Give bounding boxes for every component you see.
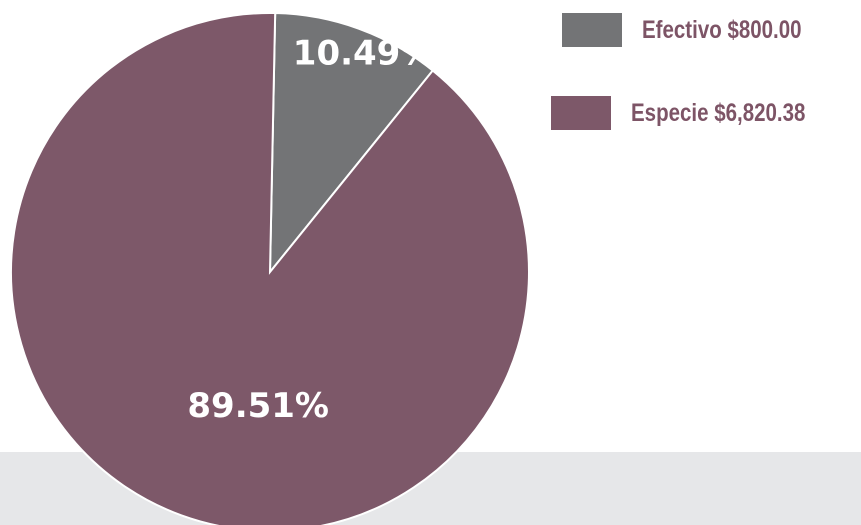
- legend-label-efectivo: Efectivo $800.00: [642, 15, 802, 44]
- legend-label-especie: Especie $6,820.38: [631, 98, 806, 127]
- pie-slice-especie: [10, 12, 530, 525]
- legend-swatch-efectivo: [562, 13, 622, 47]
- legend-swatch-especie: [551, 96, 611, 130]
- slice-label-efectivo: 10.49%: [293, 33, 435, 73]
- slice-label-especie: 89.51%: [187, 386, 329, 426]
- legend-item-efectivo: Efectivo $800.00: [562, 13, 837, 47]
- legend-item-especie: Especie $6,820.38: [551, 96, 844, 130]
- pie-slice-efectivo: [268, 12, 435, 275]
